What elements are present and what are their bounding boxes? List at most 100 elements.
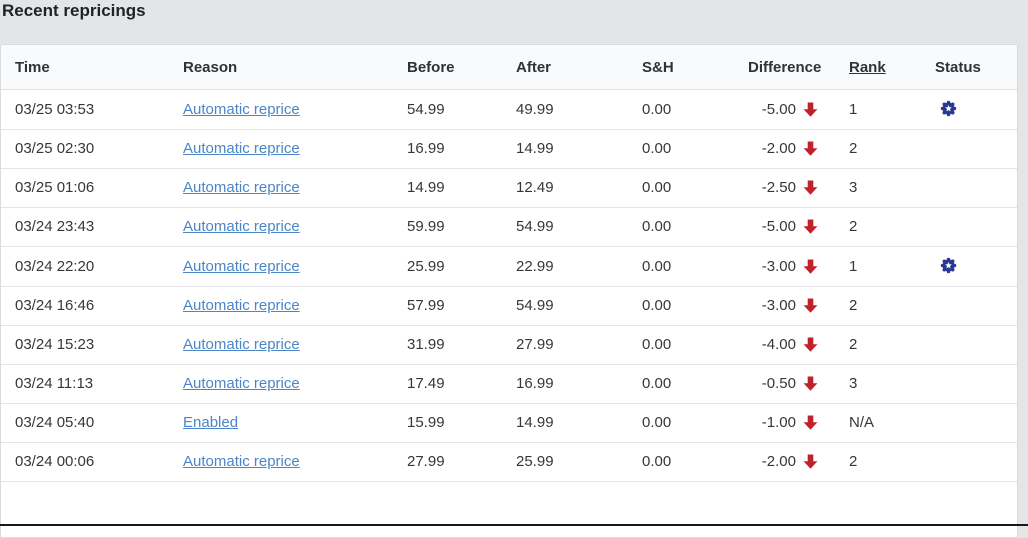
cell-time: 03/24 16:46 [1, 286, 169, 326]
window-bottom-edge [0, 524, 1028, 526]
repricings-table: Time Reason Before After S&H Difference … [1, 45, 1017, 482]
cell-status [921, 325, 1017, 365]
cell-sh: 0.00 [628, 442, 734, 482]
cell-sh: 0.00 [628, 403, 734, 443]
cell-difference: -0.50 [734, 364, 835, 404]
cell-rank: 3 [835, 168, 921, 208]
column-header-before: Before [393, 45, 502, 90]
reason-link[interactable]: Automatic reprice [183, 218, 300, 235]
cell-sh: 0.00 [628, 246, 734, 287]
cell-time: 03/24 00:06 [1, 442, 169, 482]
reason-link[interactable]: Automatic reprice [183, 453, 300, 470]
table-row: 03/25 01:06 Automatic reprice 14.99 12.4… [1, 168, 1017, 208]
cell-reason: Automatic reprice [169, 129, 393, 169]
cell-before: 59.99 [393, 207, 502, 247]
cell-after: 12.49 [502, 168, 628, 208]
table-row: 03/24 05:40 Enabled 15.99 14.99 0.00 -1.… [1, 403, 1017, 443]
table-body: 03/25 03:53 Automatic reprice 54.99 49.9… [1, 89, 1017, 482]
cell-before: 57.99 [393, 286, 502, 326]
cell-time: 03/24 15:23 [1, 325, 169, 365]
column-header-rank-sort[interactable]: Rank [835, 45, 921, 90]
difference-value: -3.00 [761, 257, 796, 275]
cell-sh: 0.00 [628, 89, 734, 130]
cell-after: 54.99 [502, 286, 628, 326]
cell-time: 03/24 22:20 [1, 246, 169, 287]
cell-difference: -1.00 [734, 403, 835, 443]
reason-link[interactable]: Automatic reprice [183, 179, 300, 196]
cell-before: 25.99 [393, 246, 502, 287]
difference-value: -2.00 [761, 453, 796, 470]
cell-rank: 2 [835, 129, 921, 169]
cell-difference: -2.50 [734, 168, 835, 208]
difference-value: -5.00 [761, 100, 796, 118]
difference-value: -4.00 [761, 336, 796, 353]
cell-sh: 0.00 [628, 168, 734, 208]
cell-difference: -5.00 [734, 89, 835, 130]
cell-after: 14.99 [502, 129, 628, 169]
cell-status [921, 442, 1017, 482]
table-row: 03/24 00:06 Automatic reprice 27.99 25.9… [1, 442, 1017, 482]
cell-difference: -4.00 [734, 325, 835, 365]
cell-reason: Automatic reprice [169, 246, 393, 287]
cell-rank: 3 [835, 364, 921, 404]
cell-after: 16.99 [502, 364, 628, 404]
cell-after: 54.99 [502, 207, 628, 247]
arrow-down-icon [803, 415, 818, 430]
badge-star-icon [940, 100, 957, 117]
cell-status [921, 89, 1017, 130]
difference-value: -2.50 [761, 179, 796, 196]
table-row: 03/24 23:43 Automatic reprice 59.99 54.9… [1, 207, 1017, 247]
cell-after: 14.99 [502, 403, 628, 443]
cell-sh: 0.00 [628, 207, 734, 247]
cell-reason: Automatic reprice [169, 286, 393, 326]
cell-rank: 2 [835, 207, 921, 247]
cell-difference: -3.00 [734, 286, 835, 326]
cell-time: 03/25 03:53 [1, 89, 169, 130]
cell-difference: -2.00 [734, 442, 835, 482]
cell-status [921, 246, 1017, 287]
cell-rank: 2 [835, 325, 921, 365]
arrow-down-icon [803, 258, 818, 274]
reason-link[interactable]: Automatic reprice [183, 100, 300, 118]
cell-rank: 2 [835, 286, 921, 326]
cell-reason: Automatic reprice [169, 89, 393, 130]
cell-difference: -3.00 [734, 246, 835, 287]
cell-after: 49.99 [502, 89, 628, 130]
reason-link[interactable]: Automatic reprice [183, 375, 300, 392]
column-header-sh: S&H [628, 45, 734, 90]
table-row: 03/24 15:23 Automatic reprice 31.99 27.9… [1, 325, 1017, 365]
cell-status [921, 207, 1017, 247]
reason-link[interactable]: Automatic reprice [183, 140, 300, 157]
cell-difference: -5.00 [734, 207, 835, 247]
cell-status [921, 364, 1017, 404]
reason-link[interactable]: Automatic reprice [183, 257, 300, 275]
cell-status [921, 286, 1017, 326]
arrow-down-icon [803, 101, 818, 117]
cell-reason: Automatic reprice [169, 207, 393, 247]
reason-link[interactable]: Automatic reprice [183, 336, 300, 353]
cell-time: 03/25 02:30 [1, 129, 169, 169]
cell-rank: 1 [835, 89, 921, 130]
cell-after: 25.99 [502, 442, 628, 482]
arrow-down-icon [803, 337, 818, 352]
table-row: 03/24 16:46 Automatic reprice 57.99 54.9… [1, 286, 1017, 326]
cell-before: 15.99 [393, 403, 502, 443]
cell-reason: Automatic reprice [169, 325, 393, 365]
cell-before: 16.99 [393, 129, 502, 169]
table-header-row: Time Reason Before After S&H Difference … [1, 45, 1017, 90]
cell-reason: Automatic reprice [169, 364, 393, 404]
column-header-after: After [502, 45, 628, 90]
cell-reason: Automatic reprice [169, 168, 393, 208]
reason-link[interactable]: Enabled [183, 414, 239, 431]
reason-link[interactable]: Automatic reprice [183, 297, 300, 314]
difference-value: -1.00 [761, 414, 796, 431]
column-header-reason: Reason [169, 45, 393, 90]
cell-after: 27.99 [502, 325, 628, 365]
cell-before: 54.99 [393, 89, 502, 130]
cell-time: 03/24 23:43 [1, 207, 169, 247]
page-title: Recent repricings [2, 1, 146, 20]
cell-difference: -2.00 [734, 129, 835, 169]
difference-value: -2.00 [761, 140, 796, 157]
cell-reason: Automatic reprice [169, 442, 393, 482]
cell-time: 03/25 01:06 [1, 168, 169, 208]
